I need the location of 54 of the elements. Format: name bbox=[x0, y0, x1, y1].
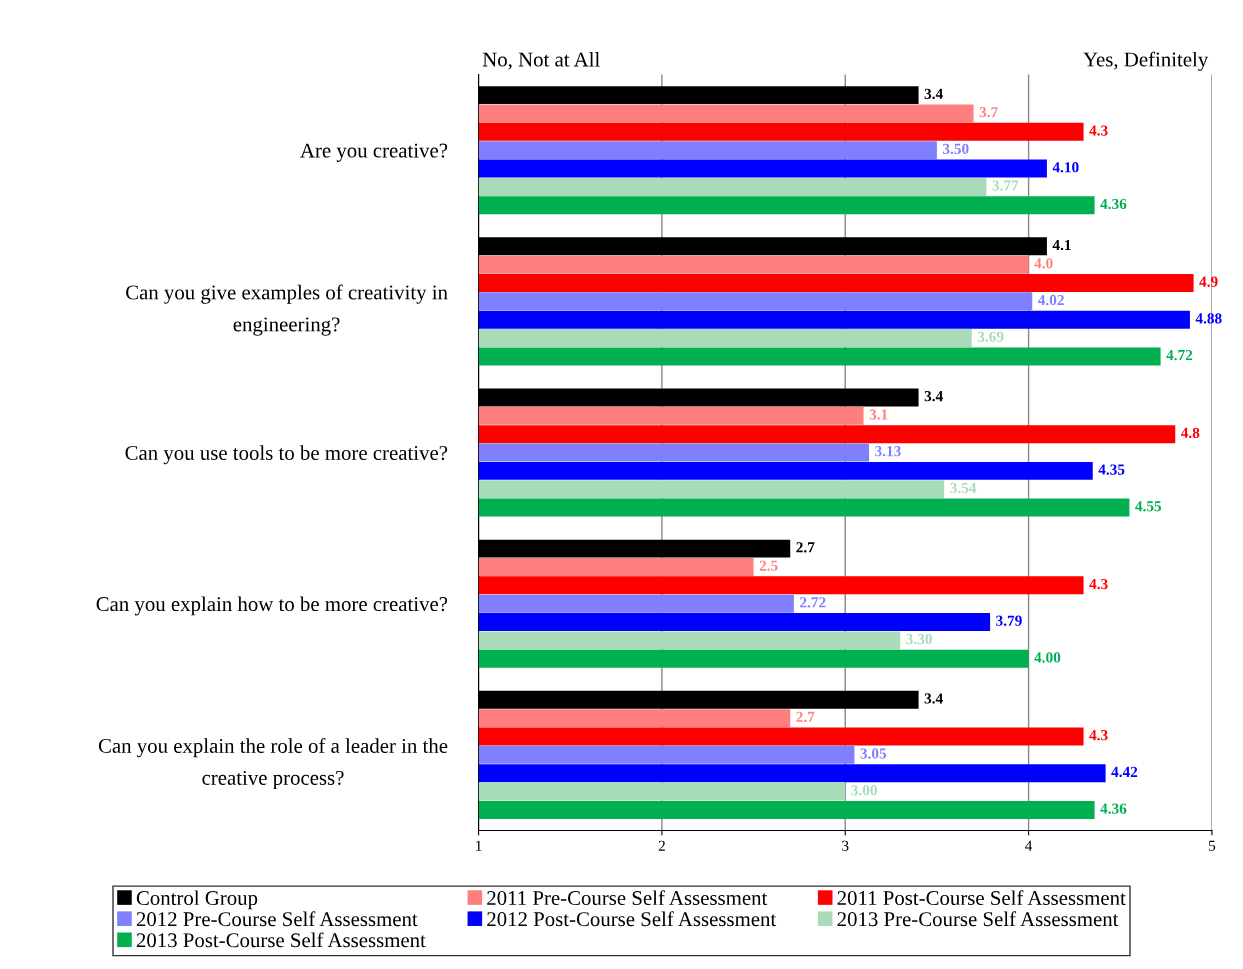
data-label: 4.42 bbox=[1111, 766, 1138, 778]
data-label: 4.35 bbox=[1098, 464, 1125, 475]
data-label: 3.1 bbox=[869, 409, 888, 420]
legend-label: 2011 Post-Course Self Assessment bbox=[837, 890, 1126, 906]
data-label: 2.72 bbox=[800, 597, 826, 608]
data-label: 4.36 bbox=[1100, 803, 1127, 814]
legend-label: 2011 Pre-Course Self Assessment bbox=[487, 890, 768, 906]
y-tick-label: Can you use tools to be more creative? bbox=[125, 445, 448, 465]
x-tick-label: 2 bbox=[658, 840, 665, 851]
data-label: 3.54 bbox=[950, 482, 977, 494]
text: No, Not at All bbox=[482, 51, 600, 70]
data-label: 3.4 bbox=[924, 391, 943, 402]
x-tick-label: 5 bbox=[1208, 840, 1216, 851]
data-label: 3.00 bbox=[851, 785, 877, 796]
data-label: 4.8 bbox=[1180, 427, 1200, 439]
data-label: 4.3 bbox=[1089, 730, 1108, 741]
data-label: 3.77 bbox=[992, 180, 1019, 191]
data-label: 4.0 bbox=[1034, 258, 1053, 269]
x-tick-label: 1 bbox=[476, 840, 482, 851]
data-label: 4.3 bbox=[1089, 125, 1108, 136]
data-label: 4.9 bbox=[1199, 276, 1218, 287]
data-label: 3.4 bbox=[924, 693, 943, 704]
legend-label: Control Group bbox=[136, 890, 258, 910]
data-label: 2.5 bbox=[759, 560, 778, 571]
data-label: 3.13 bbox=[875, 446, 901, 457]
data-label: 3.69 bbox=[977, 331, 1004, 342]
legend-label: 2013 Pre-Course Self Assessment bbox=[837, 911, 1119, 927]
y-tick-label: Are you creative? bbox=[300, 143, 448, 162]
data-label: 3.50 bbox=[942, 143, 969, 155]
data-label: 4.00 bbox=[1034, 652, 1061, 663]
data-label: 2.7 bbox=[796, 711, 815, 723]
data-label: 3.30 bbox=[906, 633, 932, 645]
x-tick-label: 3 bbox=[842, 840, 849, 851]
data-label: 4.72 bbox=[1166, 349, 1193, 361]
data-label: 2.7 bbox=[796, 542, 815, 553]
data-label: 4.3 bbox=[1089, 578, 1108, 590]
data-label: 3.79 bbox=[996, 615, 1022, 626]
x-tick-label: 4 bbox=[1025, 840, 1033, 851]
data-label: 3.4 bbox=[924, 88, 943, 100]
data-label: 4.10 bbox=[1052, 162, 1079, 173]
data-label: 4.88 bbox=[1195, 313, 1222, 324]
data-label: 4.1 bbox=[1052, 239, 1071, 251]
text: Yes, Definitely bbox=[1083, 51, 1209, 71]
data-label: 3.7 bbox=[979, 107, 998, 118]
data-label: 4.02 bbox=[1037, 294, 1064, 306]
legend-label: 2013 Post-Course Self Assessment bbox=[136, 932, 426, 948]
data-label: 3.05 bbox=[860, 748, 887, 759]
data-label: 4.36 bbox=[1100, 198, 1127, 210]
data-label: 4.55 bbox=[1135, 501, 1162, 512]
y-tick-label: Can you give examples of creativity in engineering? bbox=[126, 284, 448, 336]
y-tick-label: Can you explain the role of a leader in the creative process? bbox=[98, 738, 448, 790]
legend-label: 2012 Pre-Course Self Assessment bbox=[136, 911, 418, 927]
legend-label: 2012 Post-Course Self Assessment bbox=[487, 911, 777, 927]
y-tick-label: Can you explain how to be more creative? bbox=[96, 596, 448, 616]
